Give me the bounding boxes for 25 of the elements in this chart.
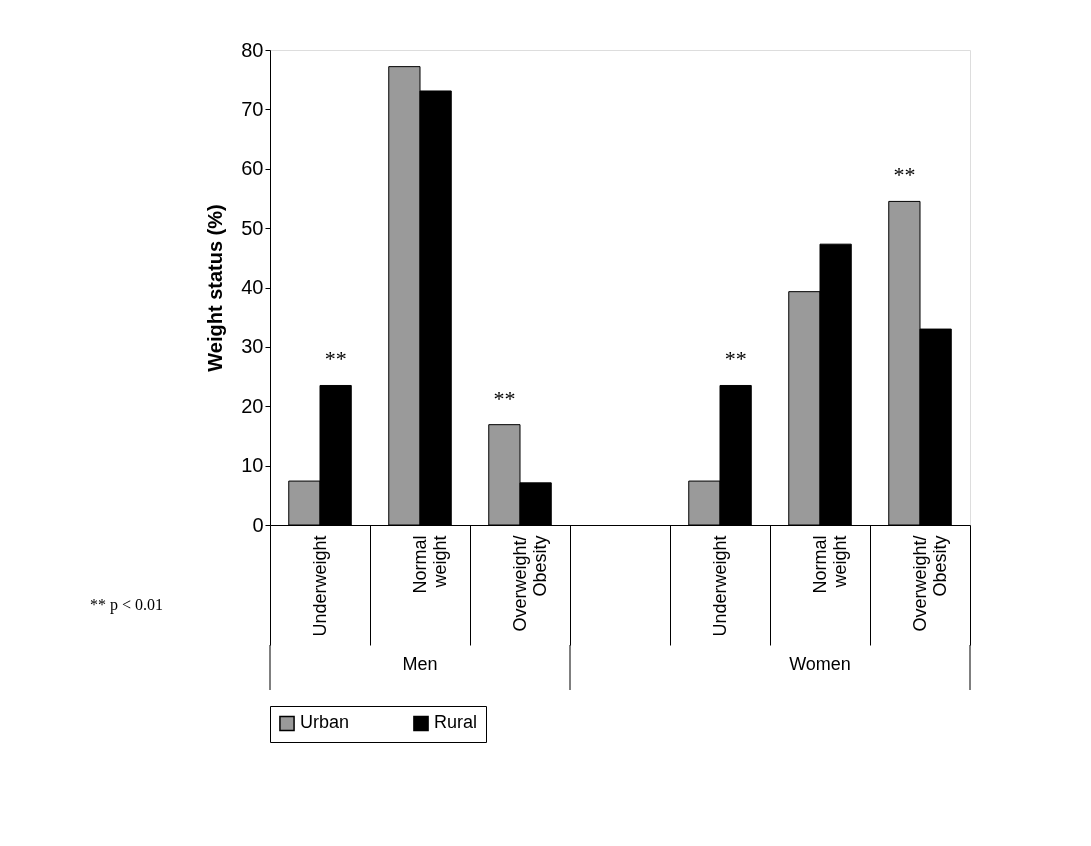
y-tick-label: 0 xyxy=(252,513,264,536)
y-tick-label: 50 xyxy=(241,216,264,239)
x-tick-label: Normal weight xyxy=(409,535,450,594)
legend-label: Urban xyxy=(300,712,350,733)
x-tick-label: Normal weight xyxy=(809,535,850,594)
y-tick-label: 70 xyxy=(241,97,264,120)
y-tick-label: 60 xyxy=(241,157,264,180)
y-tick-label: 40 xyxy=(241,276,264,298)
annotation: ** xyxy=(893,162,916,188)
x-tick-label: Underweight xyxy=(309,535,330,637)
annotation: ** xyxy=(324,346,347,372)
y-tick-label: 20 xyxy=(241,394,264,417)
legend-label: Rural xyxy=(434,712,478,733)
annotation: ** xyxy=(493,385,516,411)
text: Men xyxy=(402,654,438,674)
y-tick-label: 80 xyxy=(241,38,264,61)
x-tick-label: Overweight/ Obesity xyxy=(509,535,550,632)
annotation: ** xyxy=(724,346,747,372)
y-tick-label: 30 xyxy=(241,335,264,358)
y-axis-title: Weight status (%) xyxy=(204,204,227,372)
text: Women xyxy=(789,654,851,674)
y-tick-label: 10 xyxy=(241,454,264,477)
text: ** p < 0.01 xyxy=(90,596,164,614)
x-tick-label: Underweight xyxy=(709,535,730,637)
x-tick-label: Overweight/ Obesity xyxy=(909,535,950,632)
